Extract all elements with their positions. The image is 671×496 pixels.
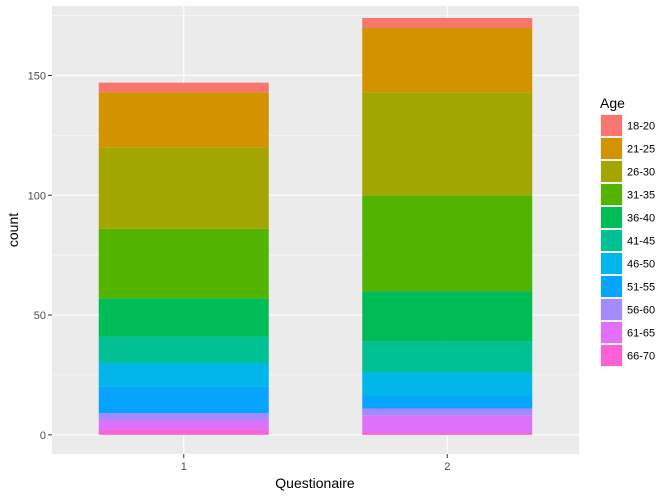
legend-swatch-61-65 <box>601 322 622 343</box>
legend-label-66-70: 66-70 <box>627 351 655 363</box>
x-axis-title: Questionaire <box>275 475 355 491</box>
legend-swatch-51-55 <box>601 276 622 297</box>
bars <box>98 17 533 435</box>
legend-swatch-66-70 <box>601 345 622 366</box>
bar-segment-46-50-q1 <box>98 362 269 387</box>
bar-segment-26-30-q1 <box>98 147 269 229</box>
bar-segment-18-20-q1 <box>98 82 269 93</box>
bar-segment-36-40-q2 <box>362 291 533 342</box>
legend-swatch-46-50 <box>601 253 622 274</box>
bar-segment-18-20-q2 <box>362 17 533 28</box>
legend-label-18-20: 18-20 <box>627 121 655 133</box>
legend-label-61-65: 61-65 <box>627 328 655 340</box>
legend-label-51-55: 51-55 <box>627 282 655 294</box>
bar-segment-31-35-q2 <box>362 195 533 292</box>
bar-segment-31-35-q1 <box>98 228 269 299</box>
bar-segment-51-55-q1 <box>98 386 269 414</box>
y-axis-title: count <box>5 213 21 247</box>
y-tick-label: 150 <box>28 70 46 82</box>
legend-title: Age <box>600 95 625 111</box>
legend-label-41-45: 41-45 <box>627 236 655 248</box>
y-tick-label: 100 <box>28 190 46 202</box>
legend-label-56-60: 56-60 <box>627 305 655 317</box>
bar-segment-21-25-q1 <box>98 92 269 148</box>
bar-segment-66-70-q2 <box>362 432 533 435</box>
bar-segment-41-45-q2 <box>362 341 533 373</box>
x-tick-label: 2 <box>444 461 450 473</box>
legend-swatch-31-35 <box>601 184 622 205</box>
legend-swatch-18-20 <box>601 115 622 136</box>
bar-segment-41-45-q1 <box>98 336 269 363</box>
bar-segment-66-70-q1 <box>98 430 269 435</box>
legend-swatch-26-30 <box>601 161 622 182</box>
bar-segment-61-65-q2 <box>362 415 533 433</box>
legend-swatch-21-25 <box>601 138 622 159</box>
legend-label-21-25: 21-25 <box>627 144 655 156</box>
bar-segment-56-60-q2 <box>362 408 533 416</box>
legend-label-36-40: 36-40 <box>627 213 655 225</box>
x-tick-label: 1 <box>181 461 187 473</box>
bar-segment-51-55-q2 <box>362 396 533 409</box>
legend-swatch-41-45 <box>601 230 622 251</box>
y-tick-label: 50 <box>34 310 46 322</box>
legend-label-46-50: 46-50 <box>627 259 655 271</box>
legend-swatch-36-40 <box>601 207 622 228</box>
bar-segment-56-60-q1 <box>98 413 269 421</box>
bar-segment-46-50-q2 <box>362 372 533 397</box>
y-axis: 0 50 100 150 <box>28 70 52 442</box>
legend-label-26-30: 26-30 <box>627 167 655 179</box>
legend-swatch-56-60 <box>601 299 622 320</box>
bar-segment-36-40-q1 <box>98 298 269 337</box>
y-tick-label: 0 <box>40 430 46 442</box>
legend: Age 18-20 21-25 26-30 31-35 36-40 41-45 46-50 5… <box>600 95 655 367</box>
bar-segment-26-30-q2 <box>362 92 533 196</box>
legend-label-31-35: 31-35 <box>627 190 655 202</box>
bar-segment-21-25-q2 <box>362 27 533 93</box>
bar-segment-61-65-q1 <box>98 420 269 431</box>
